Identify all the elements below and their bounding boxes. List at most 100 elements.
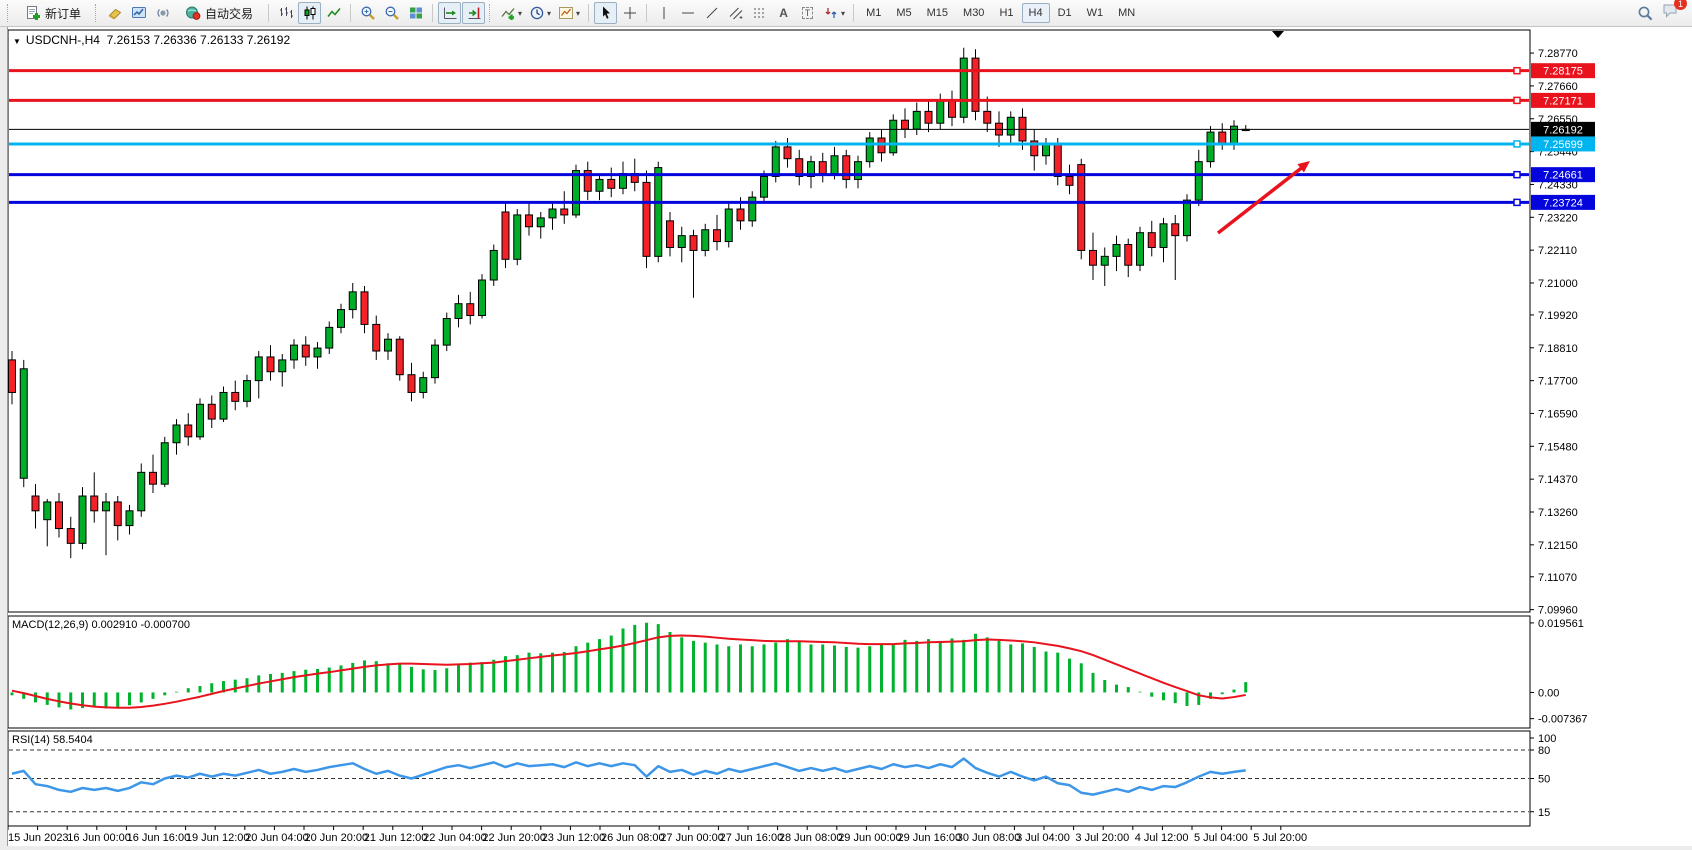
text-label-tool[interactable]: T xyxy=(796,2,819,24)
line-handle[interactable] xyxy=(1513,198,1521,207)
timeframe-w1[interactable]: W1 xyxy=(1086,7,1104,19)
chart-title-expand-icon[interactable]: ▼ xyxy=(13,37,21,46)
line-handle[interactable] xyxy=(1513,140,1521,148)
autotrading-button[interactable]: 自动交易 xyxy=(175,2,263,24)
candle-bull xyxy=(19,368,28,479)
trendline-tool[interactable] xyxy=(700,2,723,24)
crosshair-button[interactable] xyxy=(618,2,641,24)
window-bottom-edge xyxy=(0,846,1692,850)
window-left-edge xyxy=(0,27,8,850)
candle-bear xyxy=(207,403,216,420)
time-axis-label: 26 Jun 08:00 xyxy=(601,832,665,844)
toolbar-right-group: 1 xyxy=(1637,0,1688,24)
chart-shift-button[interactable] xyxy=(462,2,485,24)
clock-icon xyxy=(530,6,544,20)
line-handle[interactable] xyxy=(1513,66,1521,75)
candle-bear xyxy=(983,110,992,124)
candle-bull xyxy=(431,344,439,379)
broadcast-button[interactable] xyxy=(151,2,174,24)
candle-bull xyxy=(595,178,604,192)
price-axis-tick: 7.11070 xyxy=(1538,572,1577,584)
price-line-label-box xyxy=(1531,136,1595,152)
market-depth-icon xyxy=(108,8,121,20)
toolbar-separator xyxy=(350,4,351,22)
price-axis-tick: 7.15480 xyxy=(1538,441,1578,453)
candle-bull xyxy=(912,110,921,130)
fibonacci-tool[interactable] xyxy=(748,2,771,24)
timeframe-mn[interactable]: MN xyxy=(1118,7,1136,19)
tile-windows-icon xyxy=(409,7,422,19)
time-axis-label: 16 Jun 16:00 xyxy=(127,832,191,844)
notifications-button[interactable]: 1 xyxy=(1662,0,1687,24)
zoom-in-button[interactable] xyxy=(356,2,379,24)
zoom-out-button[interactable] xyxy=(380,2,403,24)
candle-bull xyxy=(1206,131,1215,163)
price-axis-tick: 7.22110 xyxy=(1538,245,1577,257)
line-handle[interactable] xyxy=(1513,170,1521,179)
candle-bull xyxy=(1100,255,1109,266)
price-line-label: 7.26192 xyxy=(1543,124,1583,136)
text-label-icon: T xyxy=(801,7,814,19)
timeframe-m1[interactable]: M1 xyxy=(866,7,882,19)
text-tool[interactable]: A xyxy=(772,2,795,24)
timeframe-h4[interactable]: H4 xyxy=(1021,3,1050,23)
auto-scroll-button[interactable] xyxy=(438,2,461,24)
time-axis-label: 28 Jun 08:00 xyxy=(779,832,843,844)
timeframe-h1[interactable]: H1 xyxy=(999,7,1014,19)
candlestick-chart-button[interactable] xyxy=(298,2,321,24)
periods-button[interactable]: ▾ xyxy=(526,2,554,24)
timeframe-m15[interactable]: M15 xyxy=(926,7,949,19)
candle-bull xyxy=(701,229,710,251)
candle-bull xyxy=(172,424,181,444)
timeframe-d1[interactable]: D1 xyxy=(1057,7,1072,19)
timeframe-group: M1 M5 M15 M30 H1 H4 D1 W1 MN xyxy=(859,3,1142,23)
candle-bull xyxy=(419,377,428,393)
new-order-button[interactable]: 新订单 xyxy=(15,2,91,24)
templates-button[interactable]: ▾ xyxy=(555,2,583,24)
candle-bull xyxy=(348,291,357,311)
horizontal-line-tool[interactable] xyxy=(676,2,699,24)
chart-shift-marker-icon[interactable] xyxy=(1272,31,1284,38)
candle-bear xyxy=(1030,140,1039,157)
timeframe-m5[interactable]: M5 xyxy=(896,7,912,19)
line-chart-button[interactable] xyxy=(322,2,345,24)
new-order-label: 新订单 xyxy=(44,6,81,21)
candle-bull xyxy=(454,303,463,319)
indicators-button[interactable]: ▾ xyxy=(497,2,525,24)
candle-bear xyxy=(90,495,99,512)
bar-chart-button[interactable] xyxy=(274,2,297,24)
timeframe-m30[interactable]: M30 xyxy=(963,7,985,19)
time-axis-label: 22 Jun 04:00 xyxy=(423,832,487,844)
tile-windows-button[interactable] xyxy=(404,2,427,24)
candle-bear xyxy=(407,374,416,393)
fibonacci-icon xyxy=(753,8,766,18)
market-depth-button[interactable] xyxy=(103,2,126,24)
macd-signal-value: -0.000700 xyxy=(140,619,190,631)
candle-bear xyxy=(1065,175,1074,186)
rsi-axis-tick: 50 xyxy=(1538,774,1550,786)
price-lines-layer: 7.28175 7.27171 7.26192 7.25699 7.24661 7.237… xyxy=(9,63,1595,210)
candle-bull xyxy=(337,309,345,328)
toolbar-grip xyxy=(489,4,493,22)
candle-bear xyxy=(1147,232,1156,248)
candle-bull xyxy=(1194,161,1203,201)
dropdown-caret: ▾ xyxy=(518,8,523,18)
candle-bull xyxy=(478,279,486,317)
horizontal-line-icon xyxy=(681,12,694,14)
cursor-button[interactable] xyxy=(594,2,618,24)
time-axis-label: 27 Jun 00:00 xyxy=(660,832,724,844)
vertical-line-tool[interactable] xyxy=(652,2,675,24)
new-order-icon xyxy=(26,6,40,20)
macd-panel xyxy=(7,615,1531,729)
toolbar-grip xyxy=(7,4,11,22)
candle-bear xyxy=(372,323,381,352)
arrows-icon xyxy=(825,8,837,18)
search-icon[interactable] xyxy=(1637,5,1654,22)
line-handle[interactable] xyxy=(1513,96,1521,105)
candle-bear xyxy=(8,359,16,393)
chart-window-button[interactable] xyxy=(127,2,150,24)
trend-arrow-annotation[interactable] xyxy=(1216,161,1310,235)
arrows-tool[interactable]: ▾ xyxy=(820,2,848,24)
equidistant-channel-tool[interactable] xyxy=(724,2,747,24)
